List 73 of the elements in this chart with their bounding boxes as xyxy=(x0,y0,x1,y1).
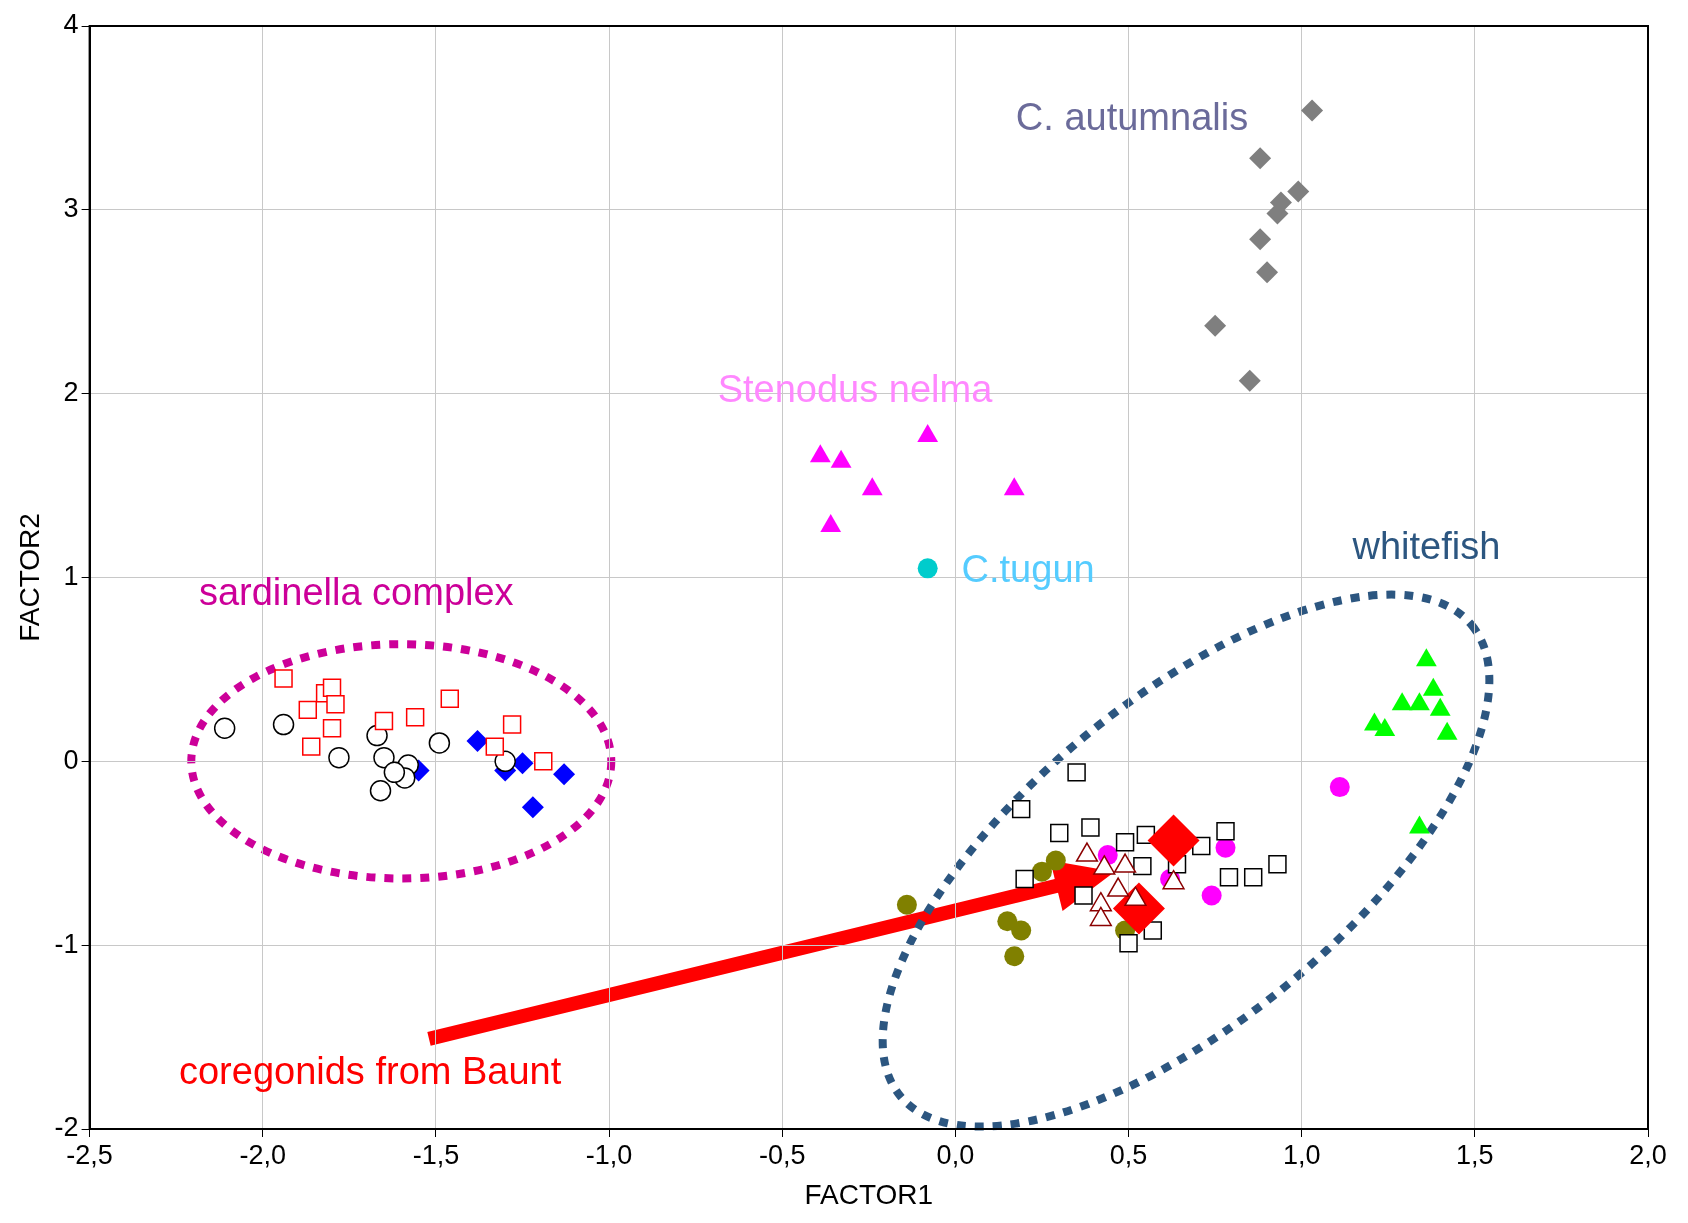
point xyxy=(1004,946,1025,967)
x-tick-label: 0,0 xyxy=(936,1139,975,1170)
point xyxy=(1133,856,1152,876)
point xyxy=(1011,799,1031,819)
point xyxy=(322,719,342,738)
point xyxy=(298,700,318,720)
point xyxy=(374,711,394,731)
point xyxy=(1050,823,1069,843)
point xyxy=(272,713,295,736)
point xyxy=(1301,99,1324,122)
annotation: Stenodus nelma xyxy=(717,368,994,411)
point xyxy=(1074,886,1093,905)
point xyxy=(896,894,917,915)
y-tick-label: 4 xyxy=(63,9,79,40)
x-tick-label: 0,5 xyxy=(1109,1139,1148,1170)
y-tick-label: 3 xyxy=(63,193,79,224)
point xyxy=(1256,261,1279,284)
point xyxy=(1287,180,1310,203)
point xyxy=(997,911,1018,932)
point xyxy=(369,780,392,802)
point xyxy=(1204,314,1227,337)
y-tick-label: 1 xyxy=(63,560,79,591)
point xyxy=(1249,228,1272,251)
point xyxy=(1215,837,1236,858)
x-tick-label: 1,0 xyxy=(1282,1139,1321,1170)
point xyxy=(1045,850,1066,871)
annotation: C. autumnalis xyxy=(1015,96,1249,139)
point xyxy=(428,732,451,754)
point xyxy=(534,752,553,771)
x-tick-label: -2,0 xyxy=(239,1139,287,1170)
point xyxy=(502,715,522,734)
point xyxy=(302,737,321,756)
point xyxy=(917,558,938,579)
x-tick-label: -0,5 xyxy=(758,1139,806,1170)
x-axis-title: FACTOR1 xyxy=(804,1178,934,1210)
point xyxy=(1216,821,1235,841)
point xyxy=(213,717,236,739)
y-tick-label: 2 xyxy=(63,377,79,408)
point xyxy=(1201,885,1222,906)
x-tick-label: -1,5 xyxy=(412,1139,460,1170)
point xyxy=(1243,867,1263,887)
point xyxy=(1147,814,1200,867)
point xyxy=(1011,920,1032,941)
y-axis-title: FACTOR2 xyxy=(13,513,45,642)
point xyxy=(1249,147,1272,170)
point xyxy=(1119,934,1138,953)
x-tick-label: -1,0 xyxy=(585,1139,633,1170)
point xyxy=(405,707,425,727)
point xyxy=(1015,869,1034,889)
point xyxy=(494,750,516,773)
annotation: sardinella complex xyxy=(198,570,514,613)
point xyxy=(440,689,459,709)
point xyxy=(1031,861,1052,882)
annotation: whitefish xyxy=(1351,524,1501,567)
y-tick-label: -1 xyxy=(54,928,79,959)
point xyxy=(553,763,576,786)
annotation: coregonids from Baunt xyxy=(178,1050,562,1093)
point xyxy=(1115,832,1135,852)
x-tick-label: 1,5 xyxy=(1456,1139,1494,1170)
point xyxy=(466,730,489,753)
point xyxy=(328,746,350,769)
point xyxy=(1329,777,1350,798)
point xyxy=(485,737,505,756)
point xyxy=(1219,867,1239,887)
point xyxy=(1238,369,1261,392)
point xyxy=(373,746,395,769)
point xyxy=(521,796,544,819)
x-tick-label: 2,0 xyxy=(1629,1139,1667,1170)
y-tick-label: 0 xyxy=(63,744,79,775)
point xyxy=(326,695,345,714)
point xyxy=(274,669,293,688)
point xyxy=(383,761,406,784)
annotation: C.tugun xyxy=(961,548,1095,591)
